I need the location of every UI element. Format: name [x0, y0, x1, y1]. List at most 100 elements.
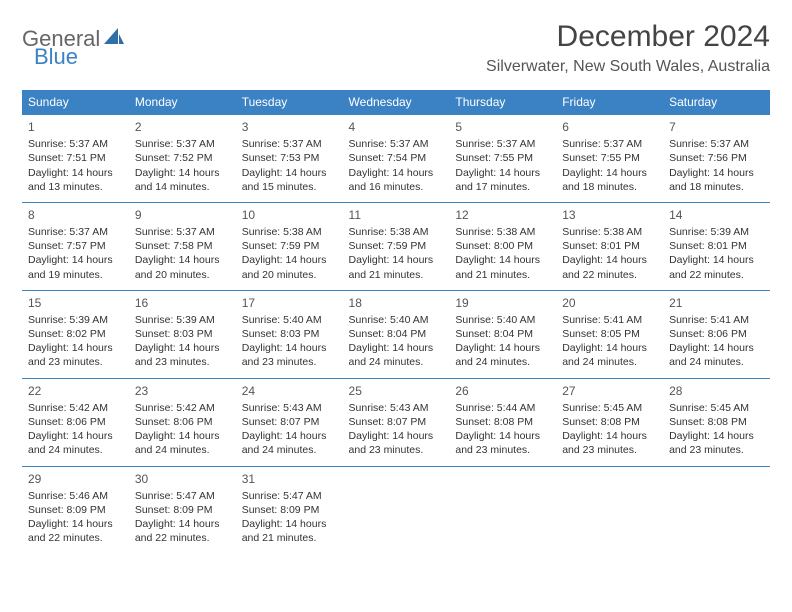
day-number: 28 [669, 383, 764, 399]
daylight-line: Daylight: 14 hours and 23 minutes. [135, 341, 230, 369]
day-number: 6 [562, 119, 657, 135]
sunset-line: Sunset: 8:01 PM [562, 239, 657, 253]
day-number: 13 [562, 207, 657, 223]
calendar-week-row: 1Sunrise: 5:37 AMSunset: 7:51 PMDaylight… [22, 115, 770, 203]
daylight-line: Daylight: 14 hours and 22 minutes. [562, 253, 657, 281]
calendar-day-cell: 18Sunrise: 5:40 AMSunset: 8:04 PMDayligh… [343, 290, 450, 378]
daylight-line: Daylight: 14 hours and 16 minutes. [349, 166, 444, 194]
daylight-line: Daylight: 14 hours and 24 minutes. [242, 429, 337, 457]
day-number: 9 [135, 207, 230, 223]
sunrise-line: Sunrise: 5:38 AM [349, 225, 444, 239]
calendar-day-cell [449, 466, 556, 553]
day-number: 27 [562, 383, 657, 399]
day-number: 21 [669, 295, 764, 311]
daylight-line: Daylight: 14 hours and 20 minutes. [135, 253, 230, 281]
day-number: 24 [242, 383, 337, 399]
day-number: 17 [242, 295, 337, 311]
calendar-day-cell: 11Sunrise: 5:38 AMSunset: 7:59 PMDayligh… [343, 202, 450, 290]
day-number: 22 [28, 383, 123, 399]
sunrise-line: Sunrise: 5:40 AM [349, 313, 444, 327]
calendar-table: SundayMondayTuesdayWednesdayThursdayFrid… [22, 90, 770, 553]
daylight-line: Daylight: 14 hours and 18 minutes. [669, 166, 764, 194]
daylight-line: Daylight: 14 hours and 21 minutes. [349, 253, 444, 281]
daylight-line: Daylight: 14 hours and 23 minutes. [562, 429, 657, 457]
daylight-line: Daylight: 14 hours and 24 minutes. [669, 341, 764, 369]
sunset-line: Sunset: 7:57 PM [28, 239, 123, 253]
calendar-day-cell: 7Sunrise: 5:37 AMSunset: 7:56 PMDaylight… [663, 115, 770, 203]
sunrise-line: Sunrise: 5:38 AM [455, 225, 550, 239]
sunset-line: Sunset: 8:01 PM [669, 239, 764, 253]
calendar-day-cell [663, 466, 770, 553]
sunrise-line: Sunrise: 5:46 AM [28, 489, 123, 503]
sunset-line: Sunset: 8:02 PM [28, 327, 123, 341]
calendar-week-row: 29Sunrise: 5:46 AMSunset: 8:09 PMDayligh… [22, 466, 770, 553]
day-number: 26 [455, 383, 550, 399]
daylight-line: Daylight: 14 hours and 13 minutes. [28, 166, 123, 194]
sunrise-line: Sunrise: 5:37 AM [562, 137, 657, 151]
sunrise-line: Sunrise: 5:43 AM [349, 401, 444, 415]
sunset-line: Sunset: 7:51 PM [28, 151, 123, 165]
sunset-line: Sunset: 8:04 PM [455, 327, 550, 341]
sunset-line: Sunset: 7:59 PM [242, 239, 337, 253]
calendar-week-row: 8Sunrise: 5:37 AMSunset: 7:57 PMDaylight… [22, 202, 770, 290]
sunset-line: Sunset: 7:53 PM [242, 151, 337, 165]
day-number: 19 [455, 295, 550, 311]
day-header: Tuesday [236, 90, 343, 115]
day-number: 25 [349, 383, 444, 399]
day-number: 5 [455, 119, 550, 135]
day-number: 20 [562, 295, 657, 311]
day-header-row: SundayMondayTuesdayWednesdayThursdayFrid… [22, 90, 770, 115]
sunrise-line: Sunrise: 5:38 AM [242, 225, 337, 239]
calendar-day-cell: 22Sunrise: 5:42 AMSunset: 8:06 PMDayligh… [22, 378, 129, 466]
calendar-day-cell: 12Sunrise: 5:38 AMSunset: 8:00 PMDayligh… [449, 202, 556, 290]
sunrise-line: Sunrise: 5:37 AM [455, 137, 550, 151]
sunset-line: Sunset: 8:09 PM [135, 503, 230, 517]
sunset-line: Sunset: 8:06 PM [669, 327, 764, 341]
daylight-line: Daylight: 14 hours and 21 minutes. [455, 253, 550, 281]
sunrise-line: Sunrise: 5:39 AM [669, 225, 764, 239]
calendar-day-cell: 10Sunrise: 5:38 AMSunset: 7:59 PMDayligh… [236, 202, 343, 290]
calendar-day-cell: 13Sunrise: 5:38 AMSunset: 8:01 PMDayligh… [556, 202, 663, 290]
daylight-line: Daylight: 14 hours and 19 minutes. [28, 253, 123, 281]
calendar-day-cell: 28 Sunrise: 5:45 AMSunset: 8:08 PMDayligh… [663, 378, 770, 466]
page-header: General December 2024 Silverwater, New S… [22, 20, 770, 76]
sunrise-line: Sunrise: 5:40 AM [242, 313, 337, 327]
daylight-line: Daylight: 14 hours and 24 minutes. [349, 341, 444, 369]
day-header: Wednesday [343, 90, 450, 115]
sunset-line: Sunset: 8:03 PM [242, 327, 337, 341]
sunset-line: Sunset: 7:59 PM [349, 239, 444, 253]
daylight-line: Daylight: 14 hours and 17 minutes. [455, 166, 550, 194]
sunrise-line: Sunrise: 5:41 AM [562, 313, 657, 327]
calendar-day-cell: 6Sunrise: 5:37 AMSunset: 7:55 PMDaylight… [556, 115, 663, 203]
day-header: Sunday [22, 90, 129, 115]
daylight-line: Daylight: 14 hours and 18 minutes. [562, 166, 657, 194]
daylight-line: Daylight: 14 hours and 24 minutes. [562, 341, 657, 369]
calendar-day-cell: 26Sunrise: 5:44 AMSunset: 8:08 PMDayligh… [449, 378, 556, 466]
daylight-line: Daylight: 14 hours and 23 minutes. [669, 429, 764, 457]
calendar-day-cell: 2Sunrise: 5:37 AMSunset: 7:52 PMDaylight… [129, 115, 236, 203]
sunset-line: Sunset: 7:58 PM [135, 239, 230, 253]
day-number: 4 [349, 119, 444, 135]
location: Silverwater, New South Wales, Australia [486, 58, 770, 76]
calendar-day-cell: 21 Sunrise: 5:41 AMSunset: 8:06 PMDayligh… [663, 290, 770, 378]
calendar-day-cell: 9Sunrise: 5:37 AMSunset: 7:58 PMDaylight… [129, 202, 236, 290]
day-number: 8 [28, 207, 123, 223]
calendar-day-cell: 27Sunrise: 5:45 AMSunset: 8:08 PMDayligh… [556, 378, 663, 466]
sunrise-line: Sunrise: 5:39 AM [135, 313, 230, 327]
daylight-line: Daylight: 14 hours and 15 minutes. [242, 166, 337, 194]
calendar-day-cell: 4Sunrise: 5:37 AMSunset: 7:54 PMDaylight… [343, 115, 450, 203]
sunset-line: Sunset: 8:09 PM [242, 503, 337, 517]
sunrise-line: Sunrise: 5:45 AM [669, 401, 764, 415]
sunset-line: Sunset: 8:08 PM [669, 415, 764, 429]
day-number: 31 [242, 471, 337, 487]
sunset-line: Sunset: 8:09 PM [28, 503, 123, 517]
sunset-line: Sunset: 8:04 PM [349, 327, 444, 341]
calendar-day-cell: 1Sunrise: 5:37 AMSunset: 7:51 PMDaylight… [22, 115, 129, 203]
logo-sail-icon [104, 28, 124, 51]
sunrise-line: Sunrise: 5:41 AM [669, 313, 764, 327]
calendar-day-cell: 15Sunrise: 5:39 AMSunset: 8:02 PMDayligh… [22, 290, 129, 378]
sunrise-line: Sunrise: 5:45 AM [562, 401, 657, 415]
day-number: 14 [669, 207, 764, 223]
daylight-line: Daylight: 14 hours and 23 minutes. [349, 429, 444, 457]
calendar-day-cell: 29Sunrise: 5:46 AMSunset: 8:09 PMDayligh… [22, 466, 129, 553]
